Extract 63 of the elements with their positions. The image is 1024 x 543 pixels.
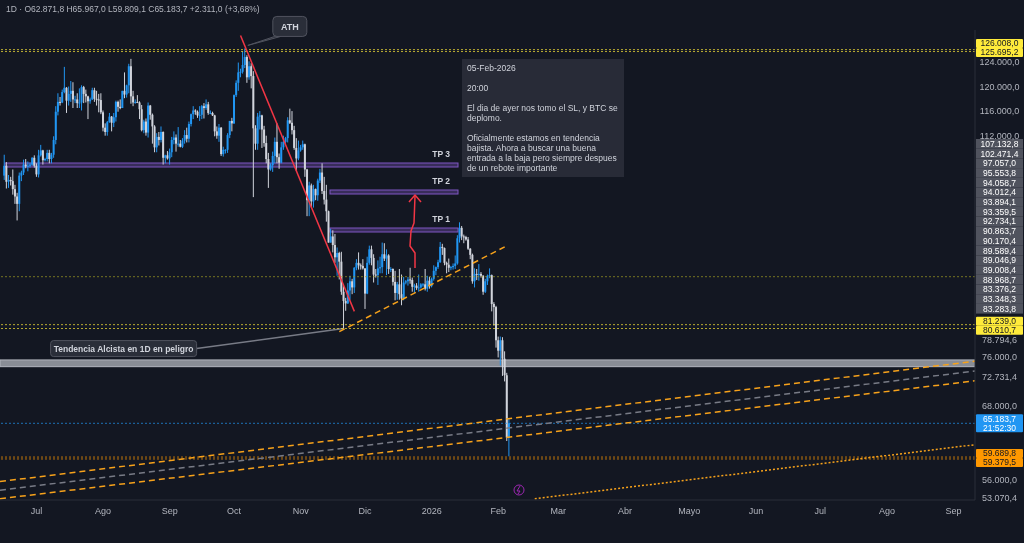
text: 88.968,7: [982, 274, 1017, 285]
annotation: Tendencia Alcista en 1D en peligro: [53, 343, 194, 354]
x-tick-label: Ago: [95, 506, 112, 517]
y-tick-label: 56.000,0: [981, 474, 1018, 485]
text: 97.057,0: [982, 158, 1017, 169]
text: 94.012,4: [982, 187, 1017, 198]
text: 95.553,8: [982, 167, 1017, 178]
chart-title: 1D · O62.871,8 H65.967,0 L59.809,1 C65.183,7 +2.311,0 (+3,68%): [6, 4, 260, 14]
candlestick: [71, 81, 74, 109]
y-tick-label: 53.070,4: [981, 492, 1018, 503]
y-tick-label: 76.000,0: [981, 352, 1018, 362]
candlestick: [333, 233, 336, 264]
x-tick-label: Jun: [748, 506, 764, 517]
x-tick-label: Oct: [227, 506, 242, 517]
annotation: TP 2: [432, 176, 451, 186]
annotation: ATH: [280, 21, 299, 32]
x-tick-label: Nov: [292, 506, 310, 517]
text: 93.359,5: [982, 206, 1017, 217]
x-tick-label: Mayo: [678, 506, 701, 517]
x-tick-label: Ago: [878, 506, 895, 517]
y-tick-label: 112.000,0: [979, 130, 1020, 141]
y-tick-label: 78.794,6: [981, 334, 1018, 345]
annotation: TP 3: [432, 149, 451, 159]
y-tick-label: 116.000,0: [979, 106, 1020, 117]
text: 102.471,4: [980, 148, 1019, 159]
y-tick-label: 120.000,0: [979, 81, 1020, 92]
y-tick-label: 124.000,0: [979, 57, 1020, 68]
x-tick-label: Dic: [358, 506, 373, 517]
y-tick-label: 72.731,4: [981, 372, 1018, 383]
ref-line-label: 125.695,2: [980, 47, 1019, 58]
ref-line-label: 80.610,7: [982, 325, 1017, 336]
x-tick-label: 2026: [421, 506, 442, 517]
text: 83.348,3: [982, 294, 1017, 305]
ref-line-label: 59.379,5: [982, 457, 1017, 468]
text: 90.170,4: [982, 235, 1017, 246]
text: 83.283,8: [982, 303, 1017, 314]
x-tick-label: Jul: [814, 506, 827, 517]
x-tick-label: Sep: [945, 506, 962, 517]
x-tick-label: Abr: [617, 506, 632, 517]
text: 83.376,2: [982, 284, 1017, 295]
annotation: 05-Feb-2026 20:00 El dia de ayer nos tomo el SL, y BTC se deplomo. Oficialmente estamos en tendencia bajista. Ahora a buscar una buena entrada a la baja pero siempre despues de un rebote importante: [462, 59, 624, 177]
x-tick-label: Sep: [161, 506, 178, 517]
candlestick: [422, 282, 424, 288]
text: 89.008,4: [982, 264, 1017, 275]
text: 90.863,7: [982, 226, 1017, 237]
text: 92.734,1: [982, 216, 1017, 227]
x-tick-label: Feb: [490, 506, 506, 517]
ref-line-label: 59.689,8: [982, 448, 1017, 459]
y-tick-label: 68.000,0: [981, 401, 1018, 412]
text: 94.058,7: [982, 177, 1017, 188]
ref-line-label: 126.008,0: [980, 38, 1019, 49]
candlestick: [241, 51, 244, 75]
annotation: TP 1: [432, 214, 451, 224]
x-tick-label: Mar: [550, 506, 567, 517]
text: 93.894,1: [982, 197, 1017, 208]
candlestick: [260, 114, 263, 149]
candlestick: [501, 336, 504, 377]
x-tick-label: Jul: [30, 506, 43, 517]
ref-line-label: 65.183,7 21:52:30: [982, 413, 1017, 433]
ref-line-label: 81.239,0: [982, 316, 1017, 327]
text: 89.589,4: [982, 245, 1017, 256]
candlestick: [117, 100, 120, 113]
text: 89.046,9: [982, 255, 1017, 266]
